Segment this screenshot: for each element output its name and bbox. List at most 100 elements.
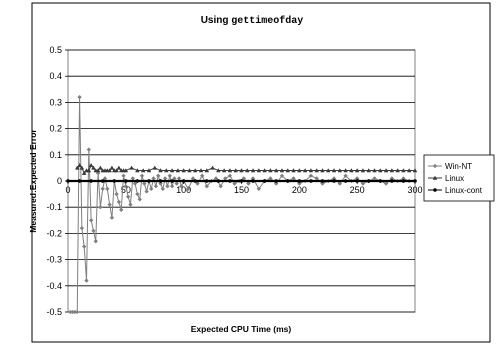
- data-point: [291, 168, 296, 173]
- data-point: [169, 183, 175, 189]
- data-point: [195, 181, 200, 186]
- data-point: [320, 179, 325, 183]
- data-point: [262, 168, 267, 173]
- y-tick-label: 0.1: [49, 150, 62, 160]
- data-point: [274, 179, 279, 183]
- data-point: [93, 239, 99, 244]
- data-point: [91, 228, 96, 234]
- data-point: [152, 165, 158, 170]
- x-tick-label: 0: [65, 185, 70, 195]
- data-point: [98, 165, 103, 170]
- data-point: [123, 168, 129, 173]
- data-point: [88, 162, 94, 168]
- data-point: [137, 197, 142, 202]
- legend-label: Linux-cont: [445, 186, 483, 195]
- data-point: [320, 168, 325, 173]
- data-point: [123, 183, 129, 189]
- data-point: [221, 168, 227, 173]
- data-point: [149, 186, 154, 192]
- data-point: [192, 168, 198, 173]
- data-point: [81, 170, 87, 175]
- data-point: [210, 165, 215, 170]
- data-point: [406, 168, 412, 173]
- data-point: [273, 181, 279, 186]
- data-point: [297, 181, 302, 186]
- data-point: [146, 168, 152, 173]
- data-point: [89, 179, 93, 183]
- data-point: [100, 179, 105, 183]
- data-point: [139, 173, 145, 179]
- data-point: [155, 173, 161, 179]
- data-point: [95, 168, 101, 173]
- legend-marker: [432, 175, 438, 180]
- series-linux-cont: [66, 179, 417, 183]
- data-point: [239, 168, 244, 173]
- data-point: [239, 179, 244, 183]
- data-point: [360, 168, 366, 173]
- data-point: [132, 181, 138, 186]
- data-point: [187, 168, 192, 173]
- data-point: [389, 168, 395, 173]
- data-point: [125, 194, 131, 199]
- data-point: [88, 218, 94, 223]
- data-point: [250, 168, 256, 173]
- data-point: [233, 168, 239, 173]
- data-point: [109, 165, 115, 170]
- x-tick-label: 300: [407, 185, 422, 195]
- y-tick-label: -0.4: [46, 281, 62, 291]
- data-point: [77, 162, 82, 168]
- data-point: [297, 168, 302, 173]
- chart-title-code: gettimeofday: [231, 15, 303, 27]
- data-point: [343, 173, 348, 179]
- data-point: [181, 179, 186, 183]
- data-point: [204, 168, 210, 173]
- data-point: [355, 179, 360, 183]
- data-point: [158, 181, 163, 186]
- data-point: [377, 168, 383, 173]
- data-point: [279, 173, 285, 179]
- data-point: [401, 179, 406, 183]
- y-tick-label: -0.5: [46, 307, 62, 317]
- data-point: [412, 168, 418, 173]
- series-linux: [74, 162, 418, 175]
- legend-label: Linux: [445, 174, 464, 183]
- data-point: [163, 168, 169, 173]
- data-point: [123, 179, 128, 183]
- data-point: [246, 181, 251, 186]
- data-point: [390, 179, 394, 183]
- x-tick-label: 100: [176, 185, 191, 195]
- data-point: [128, 202, 133, 207]
- data-point: [135, 179, 140, 183]
- data-point: [401, 168, 406, 173]
- data-point: [337, 168, 343, 173]
- chart-title-prefix: Using: [201, 15, 232, 26]
- data-point: [129, 165, 134, 170]
- data-point: [193, 179, 198, 183]
- data-point: [77, 94, 82, 100]
- data-point: [199, 173, 205, 179]
- data-point: [81, 244, 87, 249]
- data-point: [114, 191, 119, 197]
- data-point: [86, 168, 92, 173]
- data-point: [337, 181, 343, 186]
- data-point: [309, 179, 313, 183]
- data-point: [74, 309, 80, 315]
- x-tick-label: 150: [234, 185, 249, 195]
- data-point: [79, 165, 85, 170]
- y-axis-label: Measured:Expected Error: [28, 129, 38, 233]
- data-point: [107, 168, 112, 173]
- data-point: [302, 168, 308, 173]
- data-point: [366, 179, 371, 183]
- data-point: [186, 186, 191, 192]
- data-point: [112, 179, 117, 183]
- data-point: [107, 202, 112, 207]
- data-point: [179, 183, 184, 189]
- data-point: [279, 168, 285, 173]
- data-point: [216, 179, 221, 183]
- data-point: [91, 165, 96, 170]
- data-point: [165, 183, 170, 189]
- y-tick-label: 0.4: [49, 71, 62, 81]
- data-point: [174, 181, 179, 186]
- data-point: [262, 179, 267, 183]
- x-tick-label: 200: [292, 185, 307, 195]
